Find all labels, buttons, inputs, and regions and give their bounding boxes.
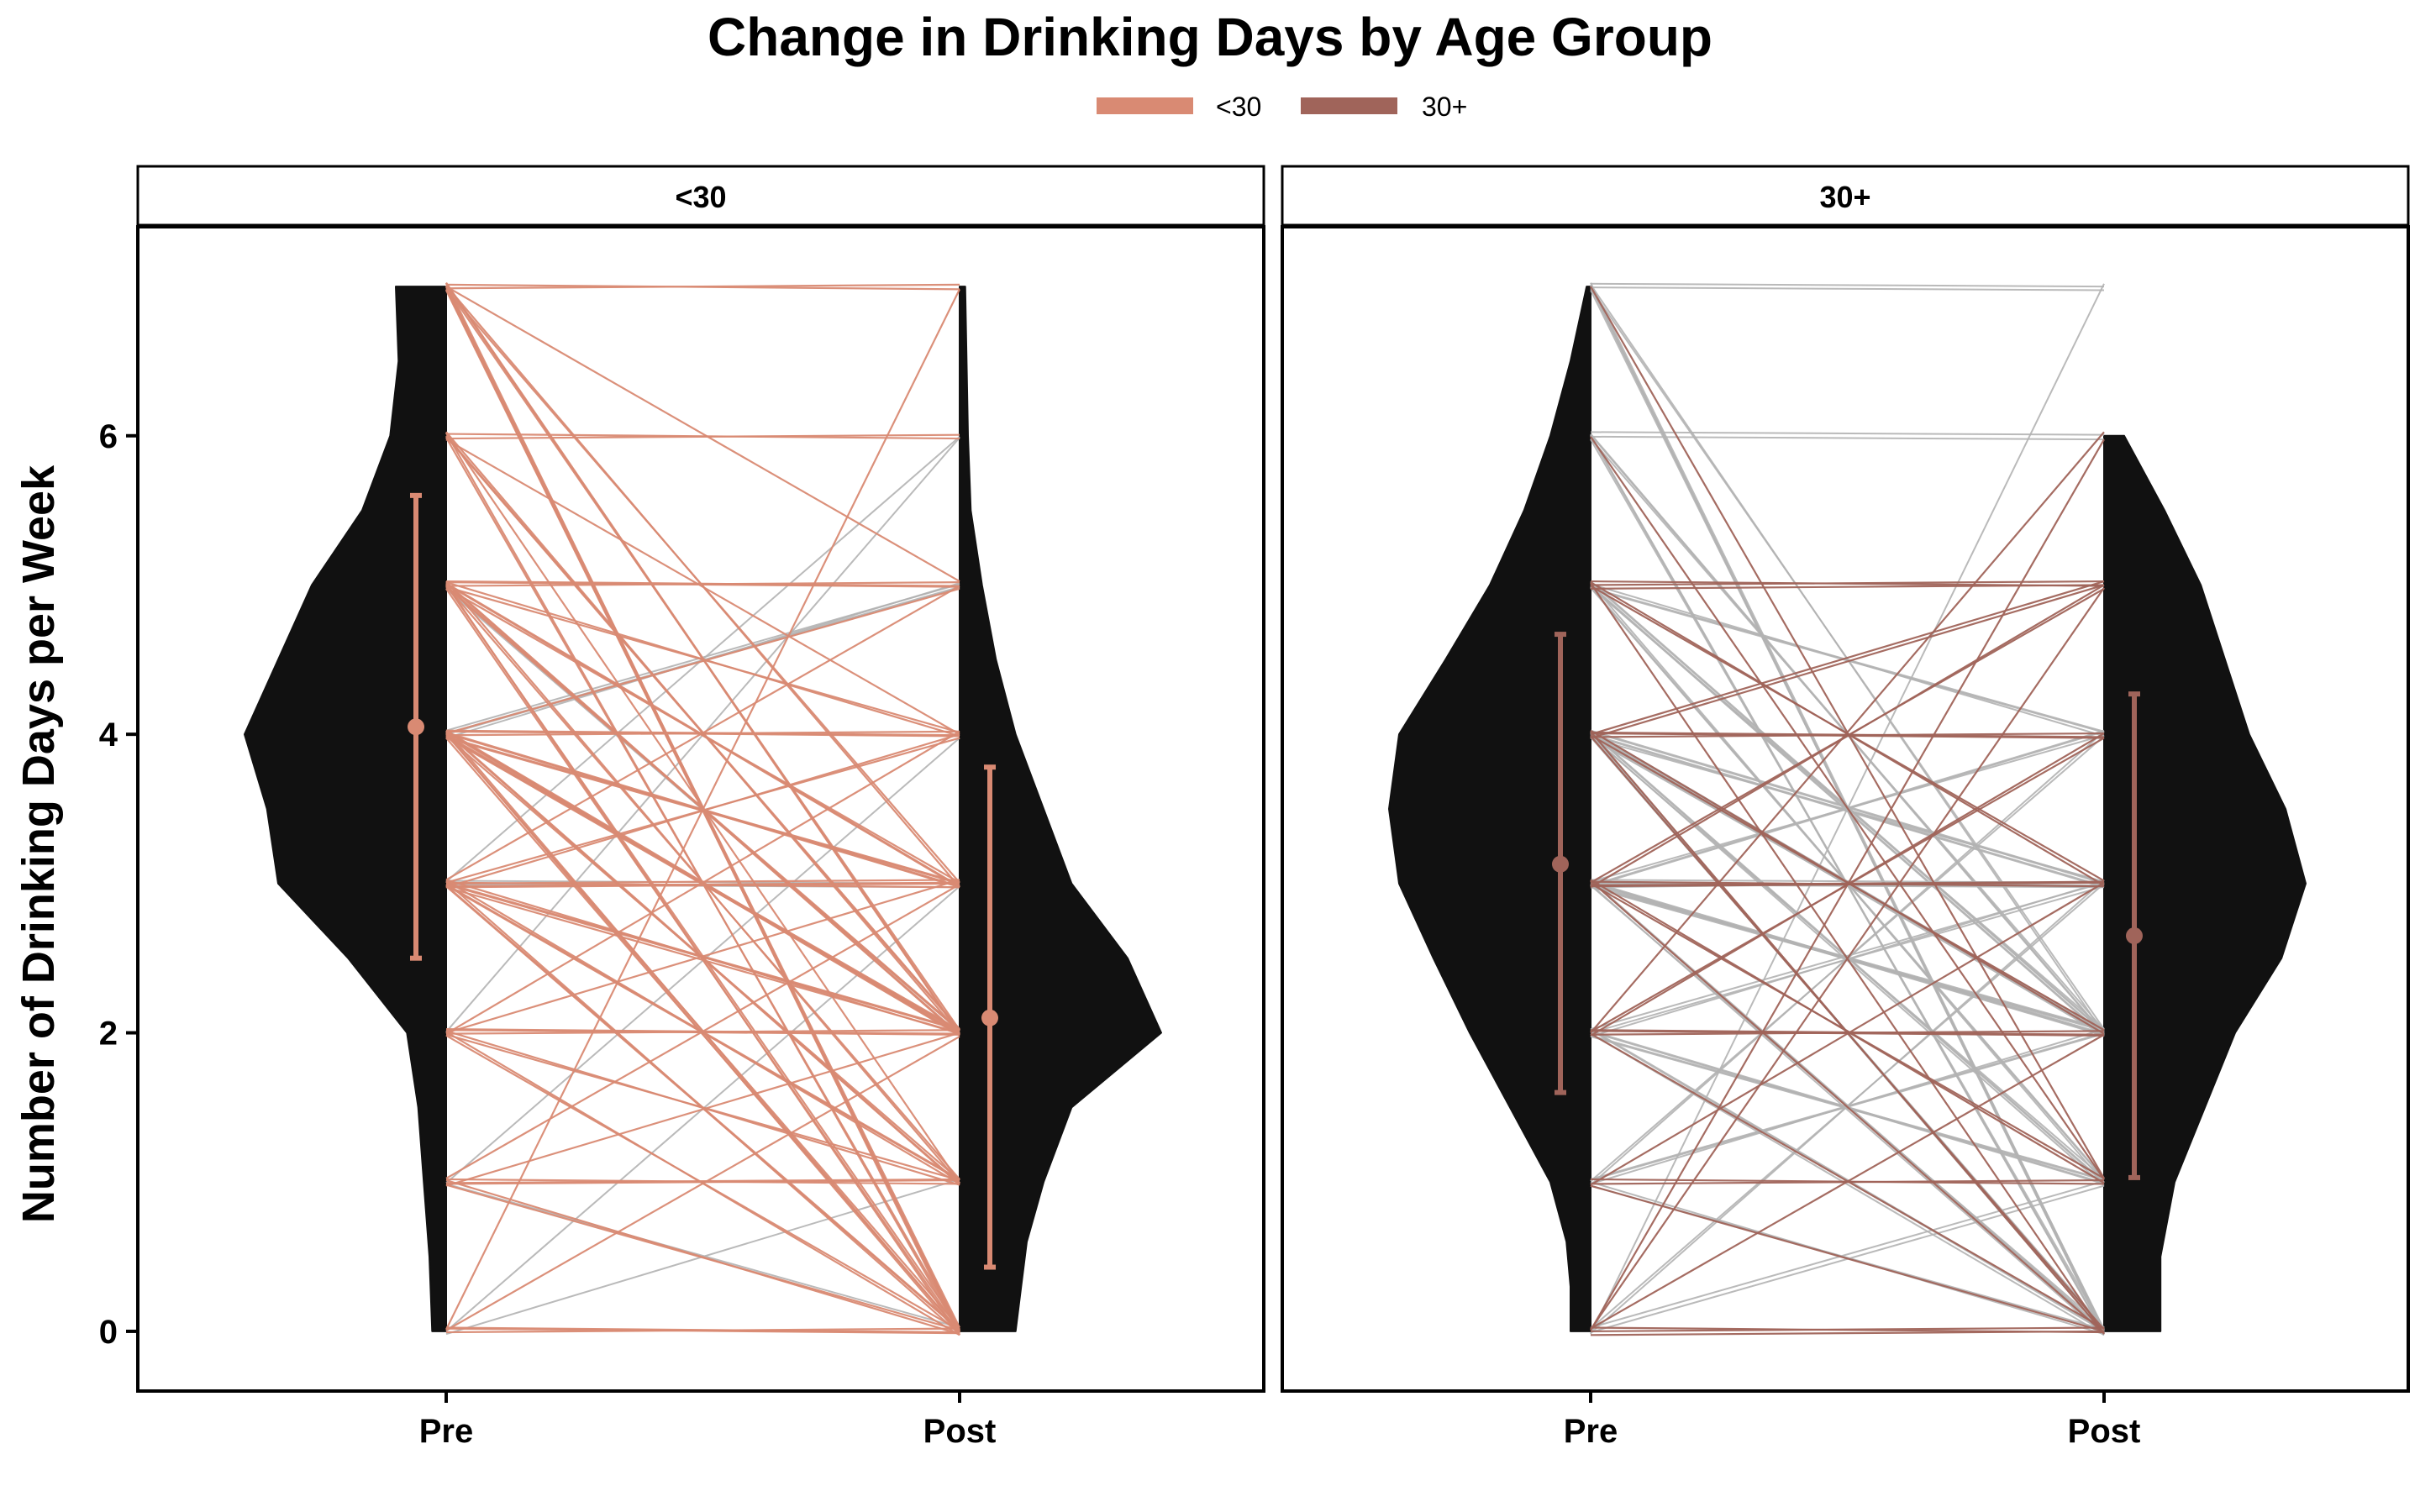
- connector-line: [445, 288, 960, 1331]
- panel-border: [1281, 225, 2410, 1393]
- connector-line: [445, 886, 960, 1034]
- connector-line: [1590, 580, 2105, 736]
- connector-line: [1590, 879, 2105, 1334]
- grey-connector-line: [1590, 1032, 2105, 1336]
- strip-label: <30: [675, 180, 726, 214]
- connector-line: [1590, 729, 2105, 1035]
- x-tick-label: Post: [923, 1413, 997, 1450]
- grey-connector-line: [1590, 431, 2105, 436]
- connector-line: [445, 732, 960, 1336]
- connector-line: [445, 587, 960, 735]
- grey-connector-line: [1590, 734, 2105, 889]
- connector-line: [1590, 587, 2105, 1331]
- connector-line: [445, 585, 960, 881]
- connector-line: [1590, 1330, 2105, 1336]
- grey-connector-line: [1590, 734, 2105, 1187]
- violin-post: [959, 286, 1162, 1332]
- pre-mean-point: [408, 718, 424, 736]
- connector-line: [445, 580, 960, 587]
- panel-border: [136, 225, 1265, 1393]
- legend-swatch-under-30: [1097, 97, 1193, 114]
- x-tick-label: Post: [2068, 1413, 2141, 1450]
- facet-panel-under-30: <30: [136, 165, 1265, 1393]
- post-mean-point: [981, 1009, 998, 1026]
- chart-title: Change in Drinking Days by Age Group: [708, 7, 1712, 67]
- y-tick-label: 6: [99, 418, 118, 455]
- x-tick-label: Pre: [1564, 1413, 1618, 1450]
- pre-mean-point: [1552, 855, 1569, 873]
- facet-panel-30-plus: 30+: [1281, 165, 2410, 1393]
- connector-line: [445, 883, 960, 1179]
- plot-area: [244, 282, 1162, 1336]
- connector-line: [445, 1035, 960, 1331]
- connector-line: [1590, 1184, 2105, 1332]
- y-tick-label: 4: [99, 717, 118, 753]
- y-axis-title: Number of Drinking Days per Week: [13, 465, 64, 1223]
- connector-line: [1590, 580, 2105, 586]
- connector-line: [1590, 584, 2105, 590]
- connector-line: [445, 438, 960, 736]
- connector-line: [445, 283, 960, 290]
- connector-line: [1590, 1033, 2105, 1330]
- plot-area: [1388, 282, 2307, 1336]
- connector-line: [445, 730, 960, 1035]
- grey-connector-line: [1590, 884, 2105, 1336]
- connector-line: [1590, 436, 2105, 1180]
- violin-pre: [1388, 286, 1591, 1332]
- legend-label-30-plus: 30+: [1422, 92, 1467, 122]
- connector-line: [445, 879, 960, 1034]
- connector-line: [445, 1033, 960, 1182]
- connector-line: [1590, 1029, 2105, 1036]
- axes: 0 2 4 6 Pre Post Pre Post: [99, 418, 2141, 1450]
- violin-post: [2103, 434, 2307, 1332]
- connector-line: [445, 881, 960, 888]
- x-tick-label: Pre: [419, 1413, 474, 1450]
- strip-box: [1281, 165, 2410, 227]
- connector-line: [1590, 587, 2105, 884]
- strip-label: 30+: [1819, 180, 1870, 214]
- legend-swatch-30-plus: [1301, 97, 1397, 114]
- connector-line: [445, 433, 960, 440]
- grey-connector-line: [1590, 586, 2105, 732]
- connector-line: [445, 1032, 960, 1187]
- grey-connector-line: [1590, 435, 2105, 441]
- legend: <30 30+: [1097, 92, 1467, 122]
- grey-connector-line: [445, 1183, 960, 1329]
- connector-line: [1590, 1326, 2105, 1333]
- grey-connector-line: [1590, 282, 2105, 288]
- connector-line: [445, 1326, 960, 1334]
- connector-line: [445, 1178, 960, 1184]
- grey-connector-line: [1590, 286, 2105, 291]
- violin-pre: [244, 286, 447, 1332]
- y-tick-label: 2: [99, 1016, 118, 1053]
- connector-line: [445, 581, 960, 738]
- connector-line: [1590, 286, 2105, 1179]
- grey-connector-line: [1590, 1180, 2105, 1329]
- post-mean-point: [2126, 927, 2143, 945]
- legend-label-under-30: <30: [1216, 92, 1261, 122]
- connector-line: [1590, 881, 2105, 1186]
- y-tick-label: 0: [99, 1314, 118, 1351]
- connector-line: [445, 1179, 960, 1336]
- connector-line: [1590, 438, 2105, 1331]
- connector-line: [445, 286, 960, 583]
- connector-line: [1590, 584, 2105, 739]
